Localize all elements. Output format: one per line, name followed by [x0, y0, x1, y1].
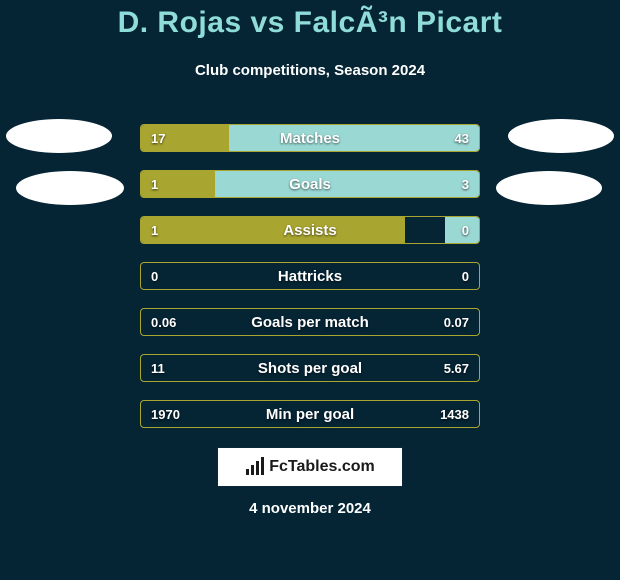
bar-value-left: 11 [151, 355, 165, 381]
bar-row: Assists10 [140, 216, 480, 244]
chart-icon [245, 457, 265, 477]
bar-value-right: 0 [462, 263, 469, 289]
player-left-avatar-1 [6, 119, 112, 153]
player-right-avatar-2 [496, 171, 602, 205]
bar-row: Matches1743 [140, 124, 480, 152]
bar-value-right: 5.67 [444, 355, 469, 381]
bar-label: Min per goal [141, 401, 479, 427]
branding-box: FcTables.com [217, 447, 403, 487]
page-subtitle: Club competitions, Season 2024 [0, 62, 620, 79]
bar-value-left: 0.06 [151, 309, 176, 335]
bar-fill-right [229, 125, 479, 151]
bar-fill-right [215, 171, 479, 197]
bar-row: Min per goal1970 1438 [140, 400, 480, 428]
bar-value-left: 0 [151, 263, 158, 289]
player-left-avatar-2 [16, 171, 124, 205]
branding-text: FcTables.com [269, 458, 375, 476]
bar-fill-left [141, 125, 229, 151]
player-right-avatar-1 [508, 119, 614, 153]
bar-label: Hattricks [141, 263, 479, 289]
bar-row: Goals13 [140, 170, 480, 198]
bar-row: Hattricks0 0 [140, 262, 480, 290]
bar-fill-left [141, 171, 215, 197]
comparison-bars: Matches1743 Goals13 Assists10 Hattricks0 0 Go… [140, 124, 480, 446]
bar-label: Goals per match [141, 309, 479, 335]
page-title: D. Rojas vs FalcÃ³n Picart [0, 6, 620, 40]
bar-row: Shots per goal11 5.67 [140, 354, 480, 382]
bar-value-right: 0.07 [444, 309, 469, 335]
bar-label: Shots per goal [141, 355, 479, 381]
bar-value-left: 1970 [151, 401, 180, 427]
bar-value-right: 1438 [440, 401, 469, 427]
date-label: 4 november 2024 [0, 500, 620, 517]
bar-row: Goals per match0.06 0.07 [140, 308, 480, 336]
bar-fill-left [141, 217, 405, 243]
bar-fill-right [445, 217, 479, 243]
